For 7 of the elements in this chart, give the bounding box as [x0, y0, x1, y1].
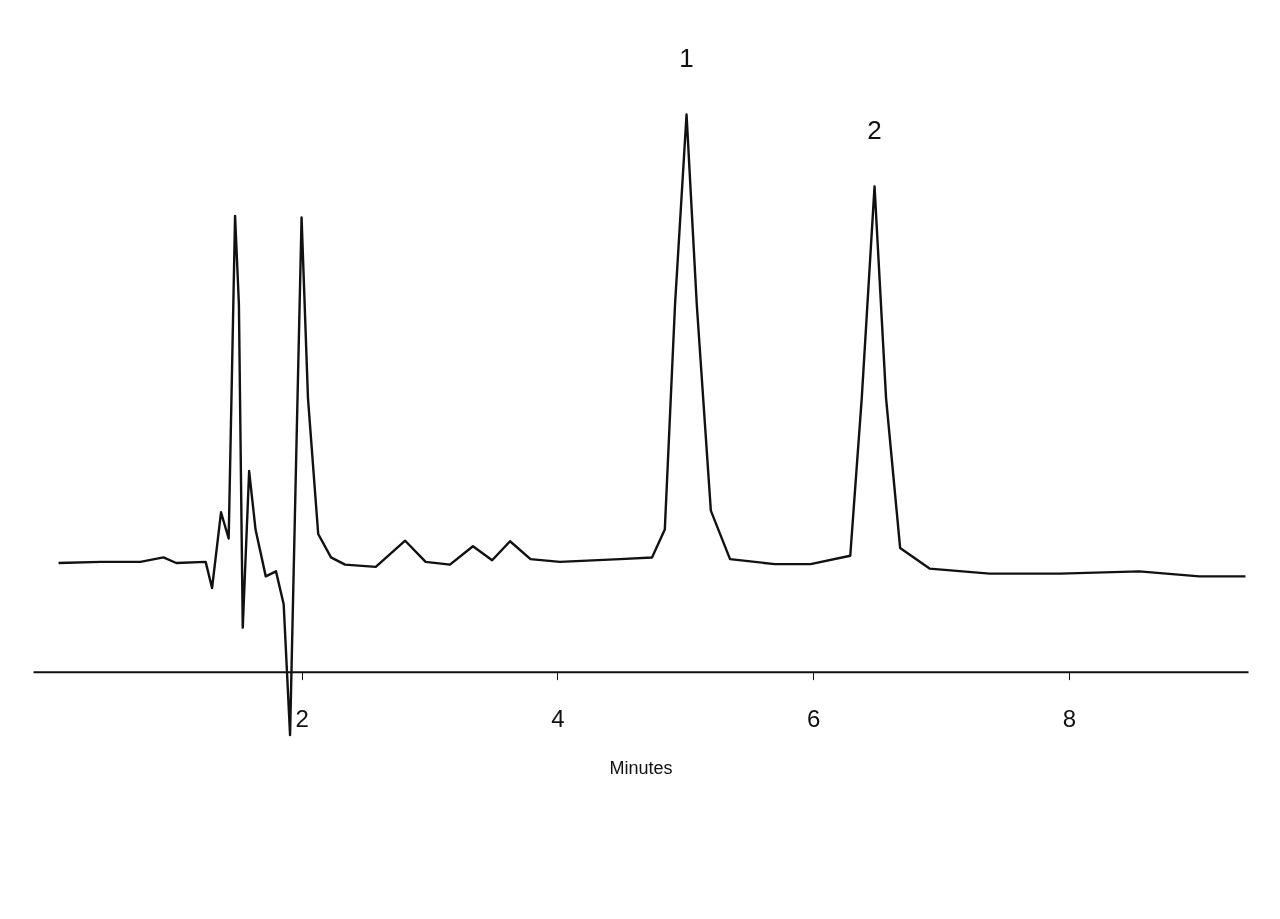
- x-axis-title: Minutes: [609, 758, 673, 779]
- x-tick-label: 4: [551, 705, 565, 733]
- x-tick-label: 6: [806, 705, 821, 733]
- annotation: 2: [867, 115, 882, 146]
- x-tick-label: 2: [295, 705, 309, 733]
- annotation: 1: [679, 43, 694, 74]
- x-tick-label: 8: [1062, 705, 1077, 733]
